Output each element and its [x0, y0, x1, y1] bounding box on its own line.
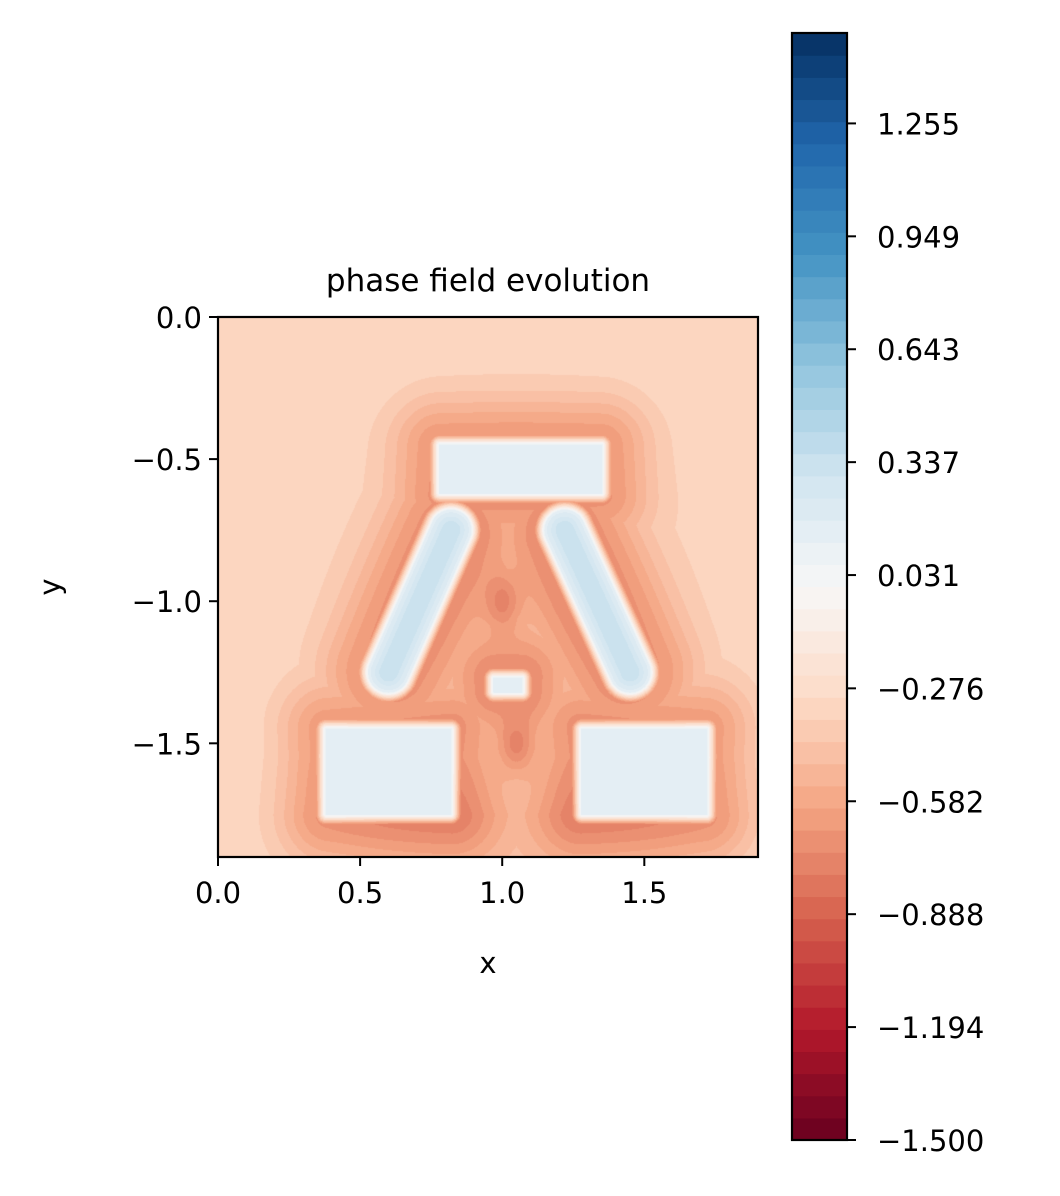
colorbar-tick-label: −0.888 [877, 898, 984, 932]
colorbar-frame [790, 31, 849, 1142]
colorbar-tick-label: −1.194 [877, 1011, 984, 1045]
y-tick-label: −1.0 [132, 585, 202, 619]
colorbar-tick-label: 1.255 [877, 107, 960, 141]
colorbar-tick-label: −0.582 [877, 785, 984, 819]
x-tick-label: 0.0 [195, 876, 241, 910]
colorbar-band [792, 453, 847, 477]
colorbar-band [792, 564, 847, 588]
colorbar-band [792, 630, 847, 654]
y-axis-ticks: 0.0 −0.5 −1.0 −1.5 [132, 301, 218, 761]
colorbar-band [792, 586, 847, 610]
colorbar-band [792, 896, 847, 920]
colorbar-band [792, 542, 847, 565]
colorbar-tick-label: −1.500 [877, 1124, 984, 1158]
colorbar-band [792, 497, 847, 521]
colorbar-band [792, 874, 847, 898]
colorbar-band [792, 165, 847, 189]
colorbar-band [792, 763, 847, 787]
colorbar-tick-label: 0.949 [877, 220, 960, 254]
colorbar-band [792, 342, 847, 366]
y-axis-label: y [33, 578, 67, 595]
colorbar-band [792, 1117, 847, 1141]
colorbar-band [792, 1095, 847, 1119]
colorbar-band [792, 852, 847, 875]
colorbar-band [792, 365, 847, 388]
colorbar-tick-label: 0.031 [877, 559, 960, 593]
colorbar-band [792, 1073, 847, 1097]
colorbar-band [792, 807, 847, 831]
colorbar-ticks: 1.255 0.949 0.643 0.337 0.031 −0.276 −0.582 −0.… [847, 107, 984, 1158]
colorbar-band [792, 387, 847, 410]
colorbar-bands [792, 33, 847, 1141]
colorbar-band [792, 187, 847, 211]
colorbar-band [792, 431, 847, 455]
colorbar-band [792, 652, 847, 676]
colorbar-tick-label: 0.337 [877, 446, 960, 480]
colorbar-band [792, 675, 847, 698]
colorbar-band [792, 210, 847, 233]
colorbar-band [792, 608, 847, 632]
colorbar-band [792, 99, 847, 123]
chart-title: phase field evolution [326, 263, 650, 299]
colorbar-band [792, 520, 847, 543]
colorbar-band [792, 719, 847, 743]
colorbar-tick-label: 0.643 [877, 333, 960, 367]
colorbar-band [792, 741, 847, 765]
colorbar-band [792, 55, 847, 78]
colorbar-band [792, 985, 847, 1008]
y-tick-label: 0.0 [156, 301, 202, 335]
x-tick-label: 0.5 [337, 876, 383, 910]
x-tick-label: 1.5 [621, 876, 667, 910]
colorbar-band [792, 1007, 847, 1030]
colorbar-band [792, 830, 847, 853]
colorbar: 1.255 0.949 0.643 0.337 0.031 −0.276 −0.582 −0.… [790, 31, 984, 1158]
colorbar-band [792, 33, 847, 56]
colorbar-band [792, 121, 847, 145]
contour-plot-area [218, 317, 758, 857]
y-tick-label: −0.5 [132, 443, 202, 477]
colorbar-band [792, 475, 847, 499]
colorbar-band [792, 409, 847, 433]
colorbar-band [792, 298, 847, 322]
colorbar-band [792, 143, 847, 167]
colorbar-tick-label: −0.276 [877, 672, 984, 706]
colorbar-band [792, 276, 847, 300]
x-axis-ticks: 0.0 0.5 1.0 1.5 [195, 857, 667, 910]
colorbar-band [792, 254, 847, 278]
colorbar-band [792, 940, 847, 964]
colorbar-band [792, 918, 847, 942]
colorbar-band [792, 320, 847, 344]
x-tick-label: 1.0 [479, 876, 525, 910]
colorbar-band [792, 1029, 847, 1053]
colorbar-band [792, 785, 847, 809]
plot-frame [216, 315, 760, 859]
colorbar-band [792, 1051, 847, 1075]
y-tick-label: −1.5 [132, 727, 202, 761]
x-axis-label: x [479, 946, 496, 980]
colorbar-band [792, 232, 847, 255]
colorbar-band [792, 962, 847, 986]
colorbar-band [792, 77, 847, 101]
colorbar-band [792, 697, 847, 720]
phase-field-contour [218, 317, 758, 857]
